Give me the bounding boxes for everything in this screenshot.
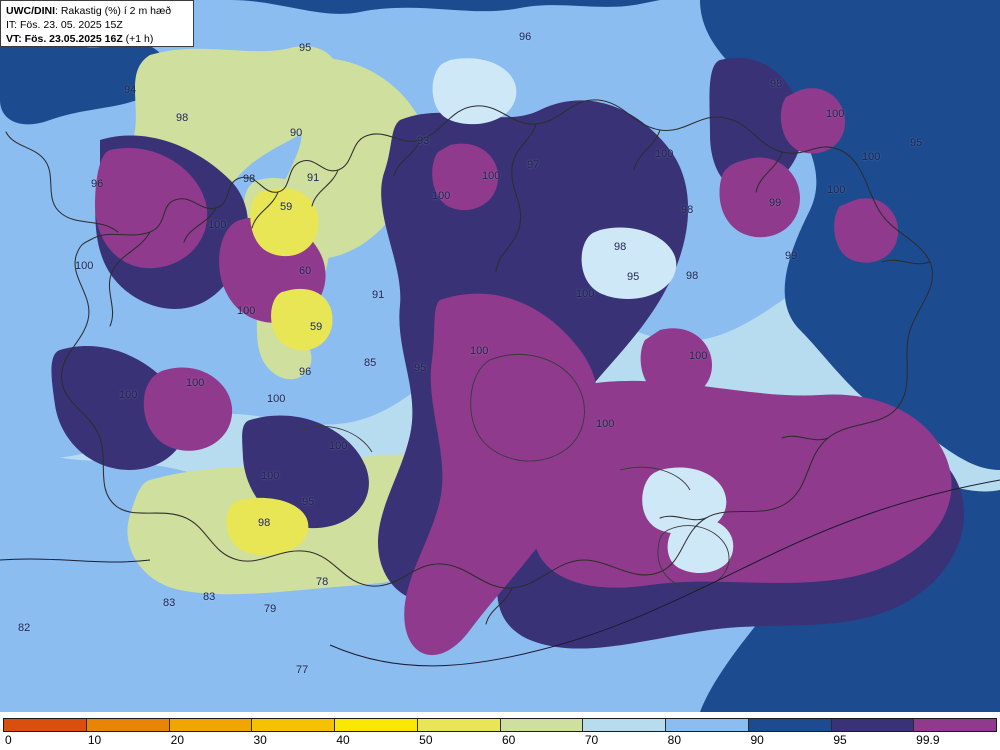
legend-swatch-90-95[interactable] (748, 719, 832, 731)
legend-tick-80: 80 (667, 733, 682, 747)
coastline (5, 99, 934, 625)
legend-swatch-99.9-100[interactable] (914, 719, 996, 731)
color-legend: 0 10 20 30 40 50 60 70 80 90 95 99.9 (0, 712, 1000, 750)
legend-swatch-30-40[interactable] (252, 719, 335, 731)
legend-tick-40: 40 (336, 733, 350, 747)
legend-tick-90: 90 (750, 733, 764, 747)
legend-tick-50: 50 (419, 733, 433, 747)
lead-time: (+1 h) (122, 33, 154, 45)
glacier-outlines (299, 354, 730, 589)
legend-tick-60: 60 (502, 733, 516, 747)
legend-tick-10: 10 (87, 733, 102, 747)
legend-tick-labels: 0 10 20 30 40 50 60 70 80 90 95 99.9 (3, 733, 997, 749)
legend-tick-70: 70 (584, 733, 599, 747)
init-time: Fös. 23. 05. 2025 15Z (17, 19, 123, 31)
legend-tick-20: 20 (170, 733, 185, 747)
map-title-box: UWC/DINI: Rakastig (%) í 2 m hæð IT: Fös… (0, 0, 194, 47)
legend-swatch-80-90[interactable] (666, 719, 749, 731)
legend-swatch-70-80[interactable] (583, 719, 666, 731)
title-line-valid: VT: Fös. 23.05.2025 16Z (+1 h) (6, 32, 188, 46)
legend-swatch-60-70[interactable] (500, 719, 584, 731)
title-line-init: IT: Fös. 23. 05. 2025 15Z (6, 18, 188, 32)
field-999-100 (95, 88, 952, 656)
legend-tick-99.9: 99.9 (916, 733, 940, 747)
model-name: UWC/DINI (6, 5, 55, 17)
parameter-name: : Rakastig (%) í 2 m hæð (55, 5, 172, 17)
legend-swatch-10-20[interactable] (86, 719, 170, 731)
legend-tick-95: 95 (833, 733, 847, 747)
init-label: IT: (6, 19, 18, 31)
legend-tick-30: 30 (253, 733, 267, 747)
humidity-map[interactable]: 95 96 94 98 98 100 90 93 95 100 100 100 96 98 91 97 100 9… (0, 0, 1000, 712)
legend-tick-0: 0 (5, 733, 12, 747)
legend-color-bar[interactable] (3, 718, 997, 732)
title-line-parameter: UWC/DINI: Rakastig (%) í 2 m hæð (6, 4, 188, 18)
legend-swatch-50-60[interactable] (417, 719, 501, 731)
boundary-line (0, 479, 1000, 667)
legend-swatch-20-30[interactable] (169, 719, 253, 731)
legend-swatch-0-10[interactable] (4, 719, 87, 731)
legend-swatch-40-50[interactable] (335, 719, 418, 731)
field-50-60 (226, 188, 333, 556)
valid-label: VT: (6, 33, 22, 45)
legend-swatch-95-99.9[interactable] (831, 719, 915, 731)
valid-time: Fös. 23.05.2025 16Z (21, 33, 123, 45)
humidity-field-svg (0, 0, 1000, 712)
